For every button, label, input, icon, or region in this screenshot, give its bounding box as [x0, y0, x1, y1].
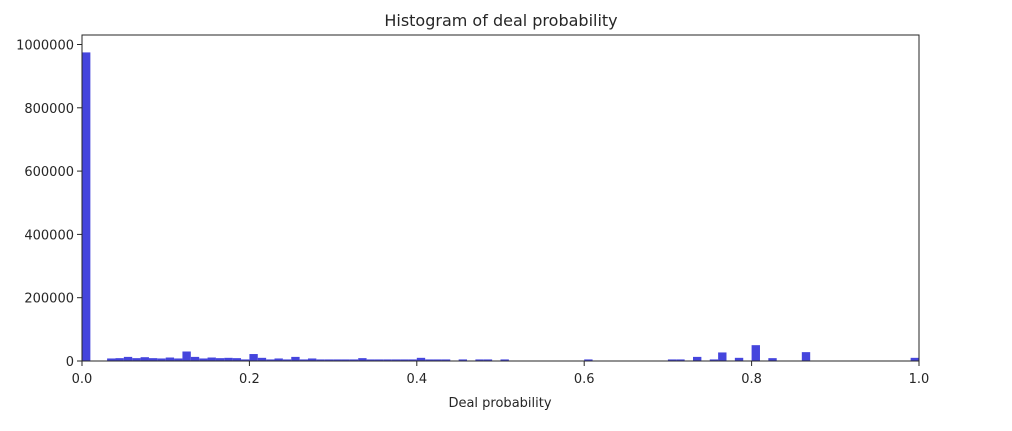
histogram-bar — [391, 359, 401, 361]
histogram-bar — [408, 359, 417, 361]
histogram-bar — [257, 357, 267, 361]
histogram-bar — [500, 359, 509, 361]
histogram-bar — [734, 357, 744, 361]
histogram-bar — [282, 359, 292, 361]
x-tick-label: 0.8 — [741, 372, 762, 387]
histogram-bar — [299, 359, 308, 361]
histogram-bar — [483, 359, 493, 361]
y-tick-label: 0 — [66, 355, 74, 370]
y-tick-label: 1000000 — [16, 38, 74, 53]
histogram-bar — [249, 354, 258, 361]
histogram-bar — [307, 358, 317, 361]
histogram-bar — [199, 358, 208, 361]
x-axis-label: Deal probability — [448, 396, 551, 411]
histogram-bar — [82, 52, 91, 361]
histogram-bar — [215, 358, 225, 361]
histogram-bar — [182, 351, 191, 361]
histogram-bar — [718, 352, 727, 361]
plot-area-frame — [81, 34, 920, 362]
histogram-bar — [693, 356, 702, 361]
histogram-bar — [366, 359, 375, 361]
histogram-bar — [190, 356, 200, 361]
histogram-bar — [291, 356, 300, 361]
x-tick-label: 0.2 — [239, 372, 260, 387]
chart-title: Histogram of deal probability — [384, 11, 617, 30]
histogram-bar — [425, 359, 434, 361]
histogram-bar — [316, 359, 325, 361]
histogram-bar — [709, 359, 719, 361]
histogram-bar — [374, 359, 384, 361]
histogram-bar — [433, 359, 442, 361]
histogram-bar — [324, 359, 334, 361]
histogram-bar — [358, 358, 367, 361]
histogram-bar — [676, 359, 685, 361]
x-tick-label: 0.4 — [406, 372, 427, 387]
x-tick-label: 0.6 — [574, 372, 595, 387]
histogram-bar — [667, 359, 677, 361]
x-tick-label: 0.0 — [72, 372, 93, 387]
histogram-bar — [241, 359, 250, 361]
histogram-bar — [132, 358, 141, 361]
histogram-bar — [224, 357, 233, 361]
histogram-bar — [768, 358, 777, 361]
histogram-bar — [441, 359, 451, 361]
histogram-bar — [383, 359, 392, 361]
histogram-bar — [174, 358, 183, 361]
histogram-bar — [400, 359, 409, 361]
bars-layer — [82, 52, 919, 361]
x-tick-label: 1.0 — [909, 372, 930, 387]
histogram-bar — [801, 352, 811, 361]
histogram-bar — [207, 357, 216, 361]
x-axis: 0.0 0.2 0.4 0.6 0.8 1.0 — [72, 361, 930, 387]
y-tick-label: 800000 — [24, 102, 74, 117]
histogram-bar — [910, 357, 919, 361]
histogram-bar — [475, 359, 484, 361]
y-axis: 0 200000 400000 600000 800000 1000000 — [16, 38, 82, 370]
histogram-bar — [140, 357, 149, 361]
y-tick-label: 600000 — [24, 165, 74, 180]
histogram-bar — [349, 359, 359, 361]
histogram-bar — [123, 356, 133, 361]
histogram-bar — [416, 357, 426, 361]
histogram-bar — [157, 358, 166, 361]
histogram-bar — [751, 345, 760, 361]
histogram-bar — [165, 357, 175, 361]
histogram-bar — [584, 359, 593, 361]
y-tick-label: 200000 — [24, 292, 74, 307]
histogram-bar — [333, 359, 342, 361]
histogram-bar — [274, 358, 283, 361]
histogram-bar — [341, 359, 350, 361]
y-tick-label: 400000 — [24, 228, 74, 243]
histogram-bar — [232, 358, 242, 361]
histogram-bar — [148, 358, 158, 361]
histogram-bar — [458, 359, 468, 361]
histogram-bar — [266, 359, 275, 361]
histogram-bar — [107, 358, 116, 361]
histogram-bar — [115, 358, 124, 361]
